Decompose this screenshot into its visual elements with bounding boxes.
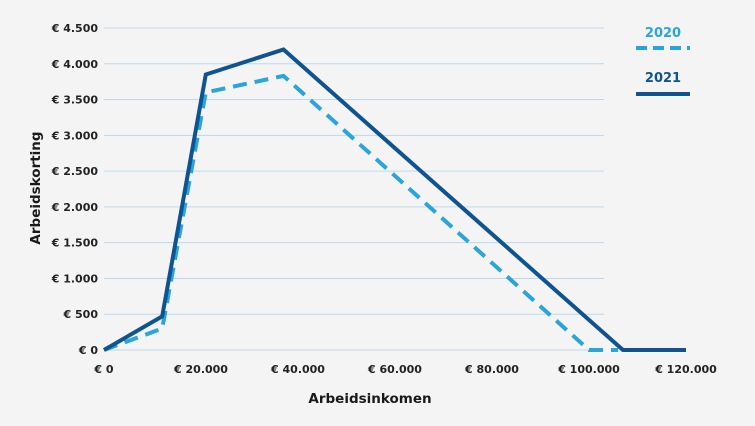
y-tick-label: € 500 <box>63 308 99 321</box>
x-tick-label: € 20.000 <box>173 363 228 376</box>
legend-label-2020: 2020 <box>645 26 681 41</box>
y-tick-label: € 2.000 <box>51 201 99 214</box>
x-tick-label: € 80.000 <box>464 363 519 376</box>
x-tick-label: € 100.000 <box>557 363 620 376</box>
x-tick-label: € 120.000 <box>654 363 717 376</box>
y-tick-label: € 3.500 <box>51 94 99 107</box>
y-tick-label: € 4.000 <box>51 58 99 71</box>
x-tick-label: € 0 <box>93 363 113 376</box>
y-tick-label: € 3.000 <box>51 129 99 142</box>
x-tick-labels: € 0 € 20.000 € 40.000 € 60.000 € 80.000 € 100… <box>93 363 717 376</box>
y-tick-label: € 4.500 <box>51 22 99 35</box>
y-axis-title: Arbeidskorting <box>28 131 44 244</box>
x-tick-label: € 60.000 <box>367 363 422 376</box>
y-tick-label: € 1.500 <box>51 237 99 250</box>
x-axis-title: Arbeidsinkomen <box>308 391 431 407</box>
series-line-2021 <box>103 47 686 352</box>
y-tick-labels: € 0 € 500 € 1.000 € 1.500 € 2.000 € 2.500 € 3.… <box>51 22 99 357</box>
legend: 2020 2021 <box>636 26 690 96</box>
y-tick-label: € 0 <box>78 344 98 357</box>
y-tick-label: € 1.000 <box>51 272 99 285</box>
y-tick-label: € 2.500 <box>51 165 99 178</box>
x-tick-label: € 40.000 <box>270 363 325 376</box>
legend-label-2021: 2021 <box>645 71 681 86</box>
series-lines <box>103 47 686 352</box>
series-line-2020 <box>103 73 619 352</box>
gridlines <box>104 27 604 351</box>
